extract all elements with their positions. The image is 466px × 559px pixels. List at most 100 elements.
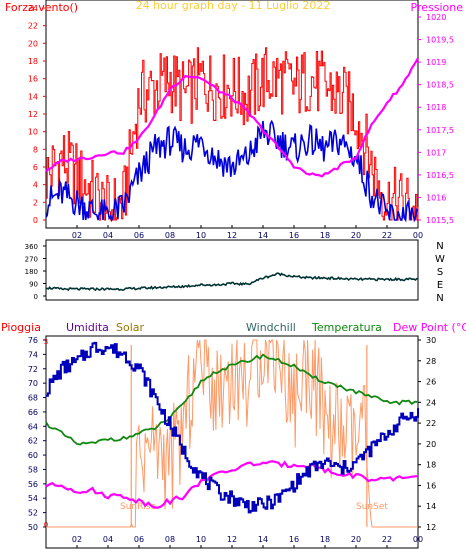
solar-label: Solar: [116, 321, 145, 334]
direction-tick-label: 270: [25, 256, 38, 264]
sunrise-label: SunRise: [120, 502, 157, 512]
solar-series-line: [46, 339, 418, 528]
humidity-tick-label: 64: [28, 422, 38, 431]
dewpoint-tick-label: 20: [426, 440, 436, 449]
temperature-series-line: [45, 353, 419, 446]
compass-label: E: [437, 280, 443, 291]
pressure-tick-label: 1018,5: [426, 81, 454, 90]
hour-tick-label: 12: [227, 231, 237, 240]
chart-title: 24 hour graph day - 11 Luglio 2022: [136, 0, 331, 12]
pressure-tick-label: 1015,5: [426, 216, 454, 225]
temperature-label: Temperatura: [311, 321, 382, 334]
hour-tick-label: 22: [382, 231, 392, 240]
rain-tick-label: 3: [44, 338, 48, 346]
dewpoint-tick-label: 18: [426, 461, 436, 470]
pressure-tick-label: 1016: [426, 193, 446, 202]
pressure-series-line: [45, 57, 419, 178]
dewpoint-tick-label: 22: [426, 419, 436, 428]
wind-tick-label: 10: [28, 128, 38, 137]
humidity-tick-label: 56: [28, 480, 38, 489]
dewpoint-series-line: [45, 460, 419, 509]
hour-tick-label: 22: [382, 535, 392, 544]
hour-tick-label: 16: [289, 535, 299, 544]
hour-tick-label: 08: [165, 231, 175, 240]
hour-tick-label: 00: [413, 231, 423, 240]
compass-label: N: [436, 241, 443, 252]
hour-tick-label: 14: [258, 231, 268, 240]
hour-tick-label: 14: [258, 535, 268, 544]
compass-label: S: [437, 267, 443, 278]
wind-axis-label: Forza vento(): [5, 1, 78, 14]
pressure-tick-label: 1019,5: [426, 36, 454, 45]
dewpoint-tick-label: 30: [426, 336, 436, 345]
pressure-tick-label: 1017,5: [426, 126, 454, 135]
wind-tick-label: 0: [33, 216, 38, 225]
dewpoint-tick-label: 28: [426, 357, 436, 366]
hour-tick-label: 06: [134, 231, 144, 240]
humidity-tick-label: 74: [28, 350, 38, 359]
humidity-tick-label: 70: [28, 379, 38, 388]
pressure-tick-label: 1018: [426, 103, 446, 112]
hour-tick-label: 00: [413, 535, 423, 544]
chart-marks: 0246810121416182022241015,510161016,5101…: [25, 4, 454, 548]
humidity-tick-label: 62: [28, 437, 38, 446]
rain-tick-label: 0: [44, 521, 48, 529]
panel-wind-direction: [45, 239, 419, 301]
humidity-label: Umidita: [66, 321, 109, 334]
hour-tick-label: 20: [351, 231, 361, 240]
wind-tick-label: 2: [33, 198, 38, 207]
wind-tick-label: 14: [28, 92, 38, 101]
hour-tick-label: 16: [289, 231, 299, 240]
wind-tick-label: 20: [28, 39, 38, 48]
pressure-axis-label: Pressione: [411, 1, 464, 14]
direction-tick-label: 0: [34, 293, 38, 301]
dewpoint-tick-label: 24: [426, 398, 436, 407]
pressure-tick-label: 1017: [426, 148, 446, 157]
wind-tick-label: 18: [28, 57, 38, 66]
wind-tick-label: 6: [33, 163, 38, 172]
wind-tick-label: 8: [33, 145, 38, 154]
dewpoint-tick-label: 26: [426, 378, 436, 387]
hour-tick-label: 02: [72, 535, 82, 544]
pressure-tick-label: 1019: [426, 58, 446, 67]
humidity-tick-label: 58: [28, 465, 38, 474]
dewpoint-tick-label: 12: [426, 523, 436, 532]
humidity-tick-label: 66: [28, 408, 38, 417]
wind-tick-label: 22: [28, 22, 38, 31]
gust-series-line: [46, 47, 419, 221]
sunset-label: SunSet: [356, 502, 388, 512]
direction-tick-label: 90: [29, 281, 38, 289]
dewpoint-tick-label: 16: [426, 481, 436, 490]
hour-tick-label: 08: [165, 535, 175, 544]
pressure-tick-label: 1016,5: [426, 171, 454, 180]
hour-tick-label: 10: [196, 231, 206, 240]
humidity-tick-label: 50: [28, 523, 38, 532]
humidity-series-line: [46, 341, 419, 514]
compass-label: W: [435, 254, 445, 265]
dewpoint-label: Dew Point (°C): [393, 321, 466, 334]
hour-tick-label: 10: [196, 535, 206, 544]
compass-label: N: [436, 293, 443, 304]
wind-tick-label: 12: [28, 110, 38, 119]
hour-tick-label: 18: [320, 535, 330, 544]
wind-tick-label: 16: [28, 75, 38, 84]
hour-tick-label: 04: [103, 231, 113, 240]
humidity-tick-label: 54: [28, 494, 38, 503]
direction-series-line: [45, 272, 419, 292]
dewpoint-tick-label: 14: [426, 502, 436, 511]
pressure-tick-label: 1020: [426, 13, 446, 22]
humidity-tick-label: 76: [28, 336, 38, 345]
wind-tick-label: 24: [28, 4, 38, 13]
direction-tick-label: 360: [25, 243, 38, 251]
humidity-tick-label: 52: [28, 509, 38, 518]
hour-tick-label: 06: [134, 535, 144, 544]
humidity-tick-label: 68: [28, 394, 38, 403]
wind-tick-label: 4: [33, 181, 38, 190]
direction-tick-label: 180: [25, 268, 38, 276]
humidity-tick-label: 72: [28, 365, 38, 374]
hour-tick-label: 02: [72, 231, 82, 240]
hour-tick-label: 20: [351, 535, 361, 544]
